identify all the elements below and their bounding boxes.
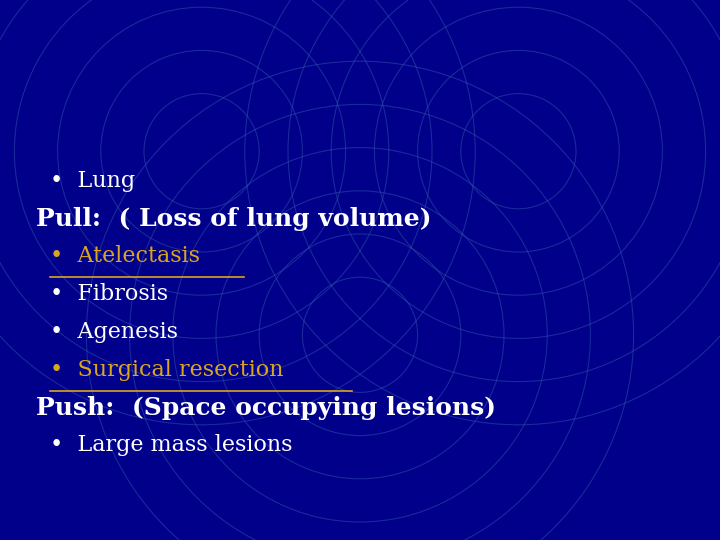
Text: •  Large mass lesions: • Large mass lesions <box>50 435 293 456</box>
Text: Push:  (Space occupying lesions): Push: (Space occupying lesions) <box>36 396 496 420</box>
Text: •  Surgical resection: • Surgical resection <box>50 359 284 381</box>
Text: •  Lung: • Lung <box>50 170 135 192</box>
Text: •  Atelectasis: • Atelectasis <box>50 246 200 267</box>
Text: •  Agenesis: • Agenesis <box>50 321 179 343</box>
Text: Pull:  ( Loss of lung volume): Pull: ( Loss of lung volume) <box>36 207 431 231</box>
Text: •  Fibrosis: • Fibrosis <box>50 284 168 305</box>
